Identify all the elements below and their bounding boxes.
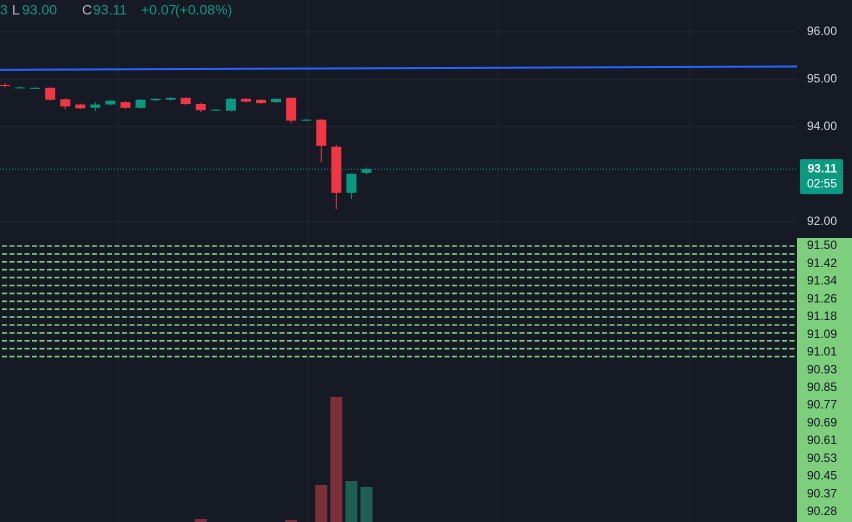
ladder-label: 90.85 bbox=[807, 380, 837, 394]
candle-body bbox=[120, 102, 131, 108]
candle-body bbox=[240, 98, 251, 102]
header-label: C bbox=[82, 2, 92, 18]
candle-body bbox=[180, 97, 191, 105]
volume-bar bbox=[194, 519, 207, 522]
candle-body bbox=[45, 87, 56, 100]
ladder-label: 90.61 bbox=[807, 433, 837, 447]
ladder-label: 90.28 bbox=[807, 504, 837, 518]
candle-body bbox=[0, 85, 10, 87]
header-label: L bbox=[12, 2, 20, 18]
candle-body bbox=[286, 97, 297, 121]
ladder-label: 91.09 bbox=[807, 327, 837, 341]
header-value: 93.11 bbox=[93, 2, 127, 18]
y-tick-label: 92.00 bbox=[807, 214, 837, 228]
candle-body bbox=[150, 98, 161, 101]
candle-body bbox=[210, 109, 221, 111]
candle-body bbox=[135, 99, 146, 108]
candle-body bbox=[361, 169, 372, 173]
candle-body bbox=[105, 100, 116, 105]
header: 3 L 93.00 C 93.11 +0.07 (+0.08%) bbox=[0, 2, 232, 18]
ladder-label: 90.37 bbox=[807, 486, 837, 500]
ladder-label: 91.01 bbox=[807, 345, 837, 359]
ladder-box bbox=[797, 238, 852, 522]
candle-body bbox=[75, 104, 86, 109]
candle-body bbox=[30, 87, 41, 89]
candle-body bbox=[195, 104, 206, 111]
candle-body bbox=[331, 146, 342, 193]
ladder-label: 91.26 bbox=[807, 291, 837, 305]
ladder-label: 90.69 bbox=[807, 415, 837, 429]
volume-bar bbox=[315, 485, 328, 522]
candle-body bbox=[271, 98, 282, 103]
ladder-label: 91.34 bbox=[807, 274, 837, 288]
y-tick-label: 94.00 bbox=[807, 119, 837, 133]
candle-body bbox=[15, 87, 26, 89]
y-tick-label: 96.00 bbox=[807, 24, 837, 38]
candle-body bbox=[60, 99, 71, 107]
ladder-label: 91.42 bbox=[807, 256, 837, 270]
ladder-label: 91.50 bbox=[807, 238, 837, 252]
volume-bar bbox=[330, 397, 343, 522]
header-value: 93.00 bbox=[22, 2, 57, 18]
candle-body bbox=[225, 98, 236, 111]
candle-body bbox=[256, 99, 267, 104]
candle-body bbox=[301, 119, 312, 121]
ladder-label: 90.53 bbox=[807, 451, 837, 465]
header-fragment: 3 bbox=[0, 2, 8, 18]
candle-body bbox=[90, 104, 101, 108]
volume-bar bbox=[345, 481, 358, 522]
trend-line bbox=[0, 65, 798, 71]
candle-body bbox=[346, 173, 357, 193]
ladder-label: 90.77 bbox=[807, 398, 837, 412]
last-price-box bbox=[800, 159, 843, 195]
countdown-label: 02:55 bbox=[807, 176, 837, 190]
header-change-pct: (+0.08%) bbox=[175, 2, 232, 18]
header-change: +0.07 bbox=[141, 2, 177, 18]
ladder-label: 91.18 bbox=[807, 309, 837, 323]
ladder-label: 90.45 bbox=[807, 469, 837, 483]
volume-bar bbox=[360, 487, 373, 522]
volume-bar bbox=[285, 520, 298, 522]
y-tick-label: 95.00 bbox=[807, 71, 837, 85]
last-price-label: 93.11 bbox=[808, 161, 838, 175]
candle-body bbox=[165, 97, 176, 100]
candle-body bbox=[316, 119, 327, 146]
ladder-label: 90.93 bbox=[807, 362, 837, 376]
